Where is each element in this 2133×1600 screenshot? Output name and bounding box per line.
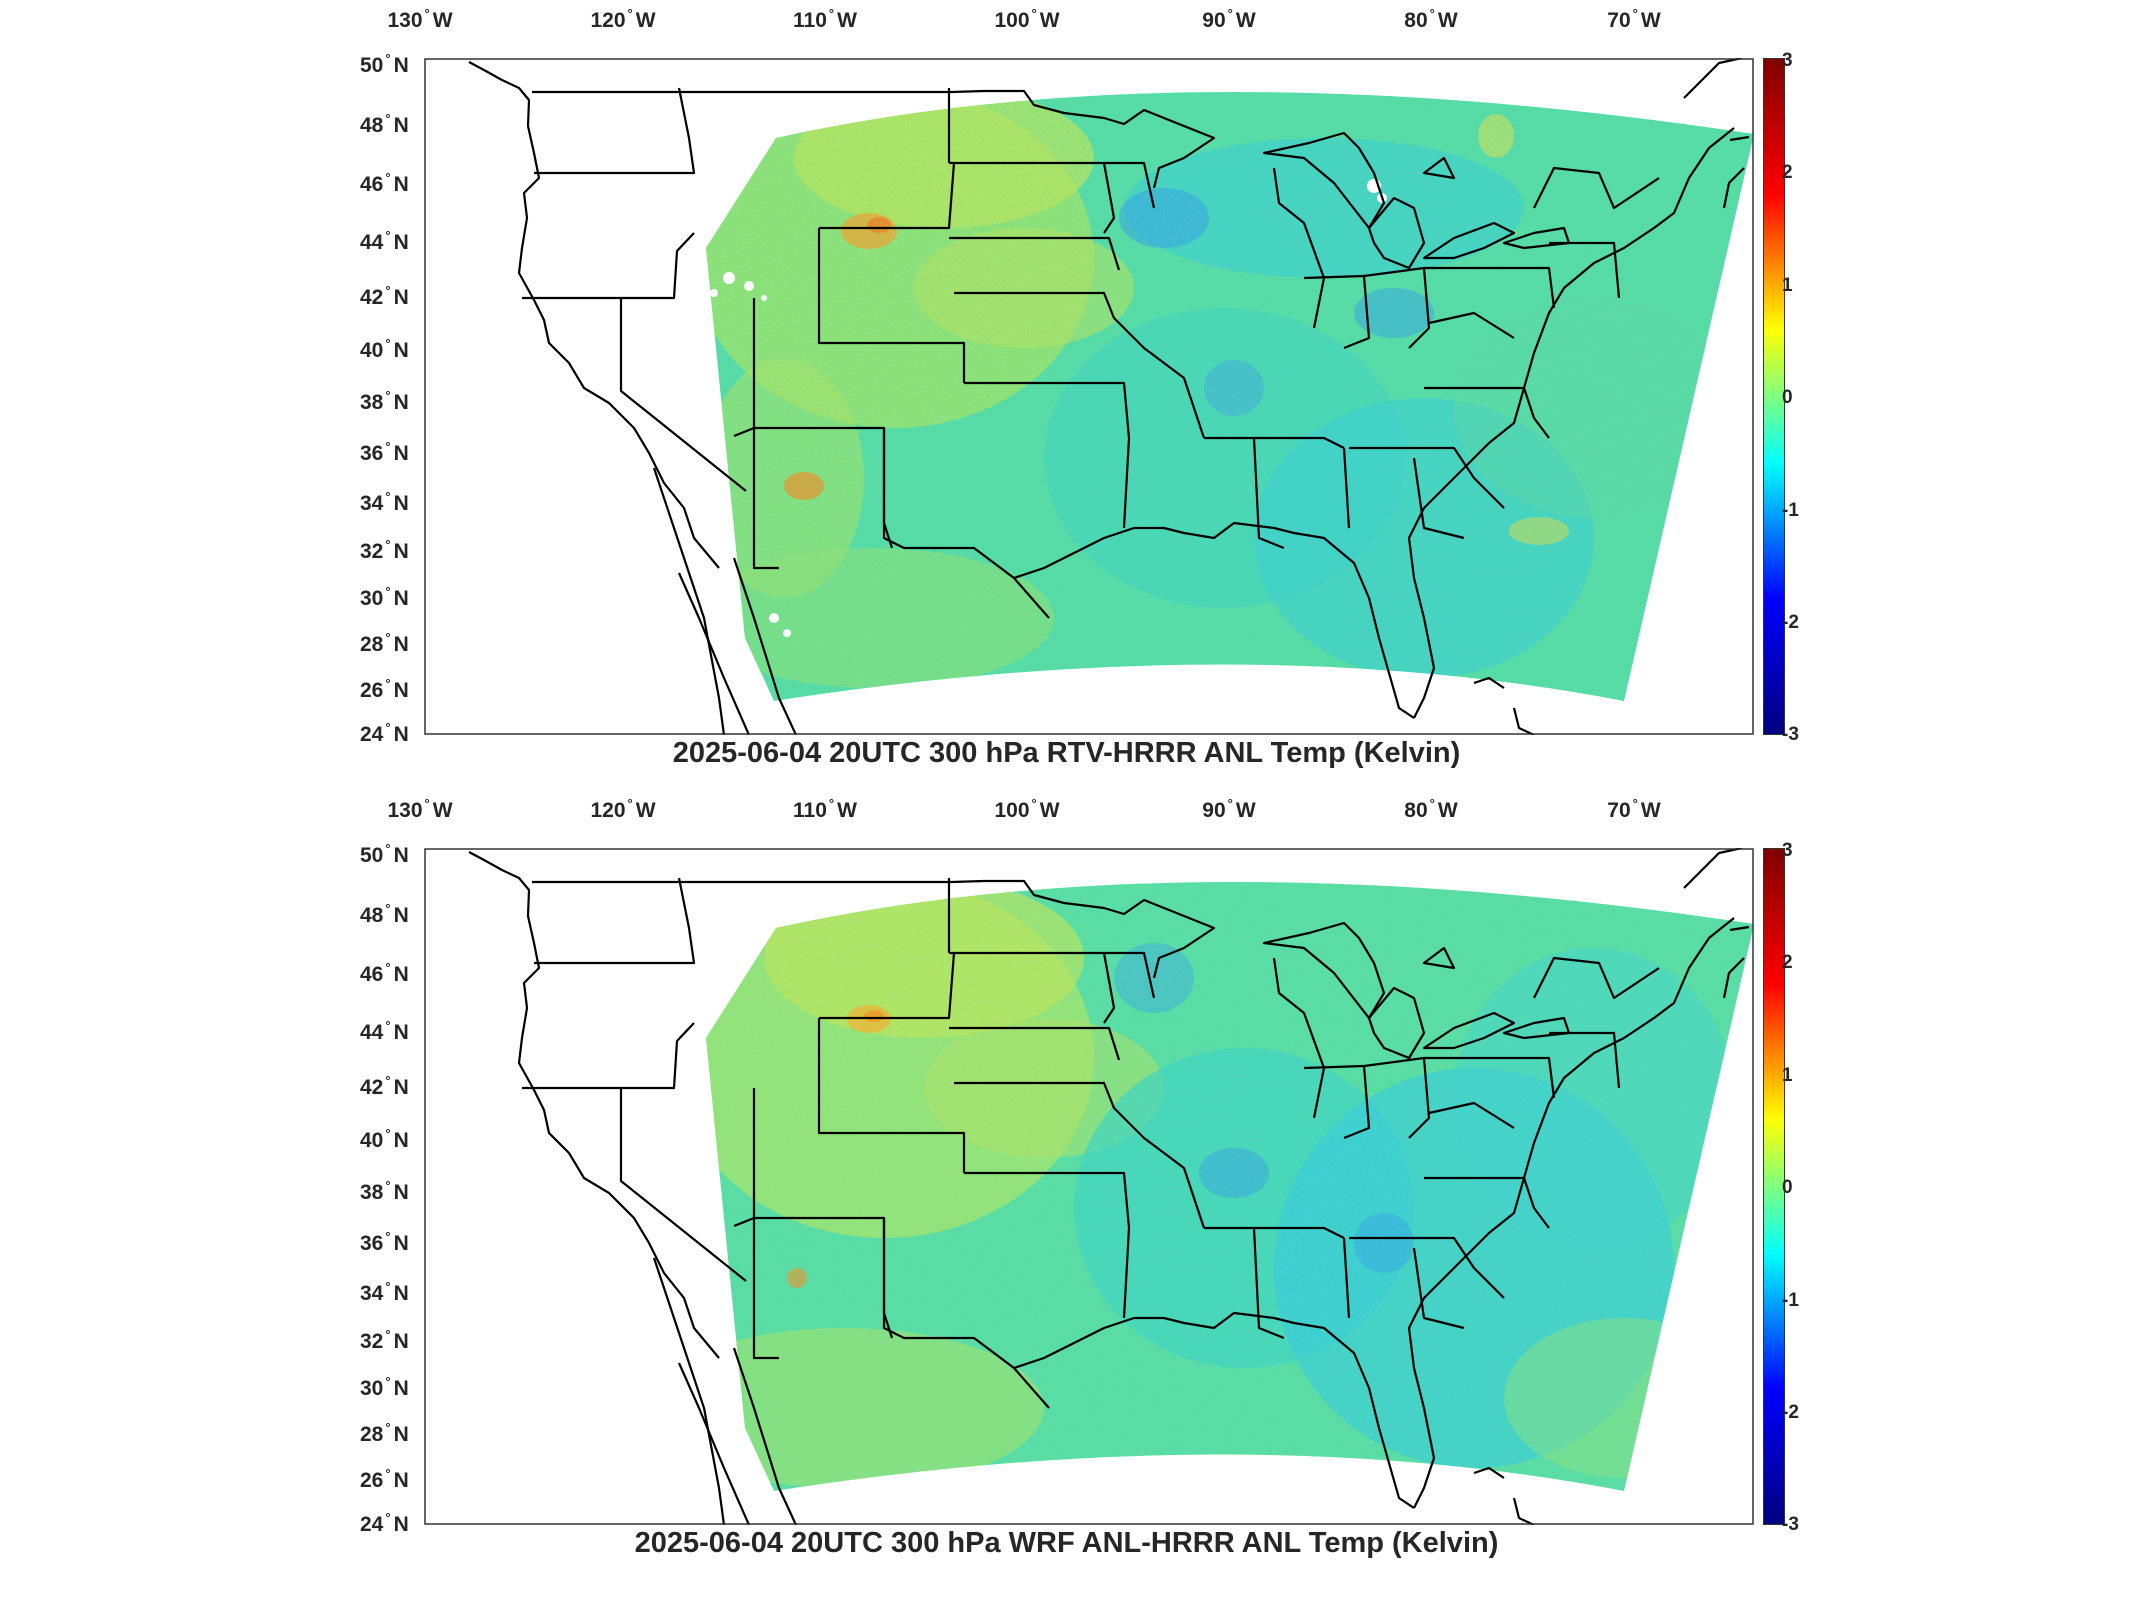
lat-label: 32 ° N	[360, 537, 409, 563]
lat-label: 44 ° N	[360, 1018, 409, 1044]
map-panel-bottom: 130 ° W 120 ° W 110 ° W 100 ° W 90 ° W 80 ° W 70 ° W 5…	[0, 790, 2133, 1590]
lat-label: 42 ° N	[360, 1073, 409, 1099]
lat-label: 24 ° N	[360, 720, 409, 746]
colorbar-tick: 2	[1782, 952, 1793, 973]
lon-label: 100 ° W	[994, 796, 1060, 822]
lat-label: 26 ° N	[360, 1466, 409, 1492]
lon-label: 110 ° W	[793, 6, 857, 32]
lat-label: 44 ° N	[360, 228, 409, 254]
colorbar-tick: 0	[1782, 1177, 1793, 1198]
colorbar-tick: 3	[1782, 50, 1793, 71]
lat-label: 28 ° N	[360, 630, 409, 656]
lat-label: 26 ° N	[360, 676, 409, 702]
lat-label: 34 ° N	[360, 1279, 409, 1305]
colorbar-tick: -2	[1782, 612, 1799, 633]
colorbar-tick: 1	[1782, 1065, 1793, 1086]
lat-label: 24 ° N	[360, 1510, 409, 1536]
data-field	[706, 91, 1754, 701]
lat-label: 46 ° N	[360, 960, 409, 986]
colorbar-tick: -3	[1782, 724, 1799, 745]
lat-label: 48 ° N	[360, 111, 409, 137]
plot-frame	[424, 848, 1754, 1525]
colorbar-tick: 1	[1782, 275, 1793, 296]
colorbar	[1763, 848, 1785, 1525]
lon-label: 130 ° W	[387, 796, 453, 822]
lat-label: 50 ° N	[360, 51, 409, 77]
lat-label: 32 ° N	[360, 1327, 409, 1353]
data-field	[706, 881, 1754, 1491]
colorbar	[1763, 58, 1785, 735]
lon-label: 70 ° W	[1607, 6, 1661, 32]
lat-label: 28 ° N	[360, 1420, 409, 1446]
temperature-difference-map	[424, 848, 1754, 1525]
temperature-difference-map	[424, 58, 1754, 735]
colorbar-tick: -1	[1782, 500, 1799, 521]
lon-label: 90 ° W	[1202, 6, 1256, 32]
lon-label: 80 ° W	[1404, 796, 1458, 822]
lon-label: 120 ° W	[590, 6, 656, 32]
lat-label: 38 ° N	[360, 1178, 409, 1204]
colorbar-tick: -3	[1782, 1514, 1799, 1535]
map-title: 2025-06-04 20UTC 300 hPa WRF ANL-HRRR AN…	[634, 1527, 1499, 1559]
colorbar-tick: 3	[1782, 840, 1793, 861]
lat-label: 42 ° N	[360, 283, 409, 309]
colorbar-tick: 0	[1782, 387, 1793, 408]
lon-label: 80 ° W	[1404, 6, 1458, 32]
lat-label: 40 ° N	[360, 1126, 409, 1152]
lat-label: 30 ° N	[360, 1374, 409, 1400]
lon-label: 130 ° W	[387, 6, 453, 32]
plot-frame	[424, 58, 1754, 735]
lat-label: 46 ° N	[360, 170, 409, 196]
map-panel-top: 130 ° W 120 ° W 110 ° W 100 ° W 90 ° W 80 ° W 70 ° W 5…	[360, 6, 1799, 769]
lon-label: 110 ° W	[793, 796, 857, 822]
lon-label: 90 ° W	[1202, 796, 1256, 822]
lon-label: 120 ° W	[590, 796, 656, 822]
lat-label: 50 ° N	[360, 841, 409, 867]
lat-label: 34 ° N	[360, 489, 409, 515]
lon-label: 100 ° W	[994, 6, 1060, 32]
lat-label: 40 ° N	[360, 336, 409, 362]
map-title: 2025-06-04 20UTC 300 hPa RTV-HRRR ANL Te…	[672, 737, 1461, 769]
state-boundaries	[468, 848, 1750, 1525]
lat-label: 36 ° N	[360, 1229, 409, 1255]
colorbar-tick: 2	[1782, 162, 1793, 183]
colorbar-tick: -1	[1782, 1290, 1799, 1311]
colorbar-tick: -2	[1782, 1402, 1799, 1423]
lat-label: 36 ° N	[360, 439, 409, 465]
lat-label: 48 ° N	[360, 901, 409, 927]
lon-label: 70 ° W	[1607, 796, 1661, 822]
state-boundaries	[468, 58, 1750, 735]
lat-label: 38 ° N	[360, 388, 409, 414]
lat-label: 30 ° N	[360, 584, 409, 610]
